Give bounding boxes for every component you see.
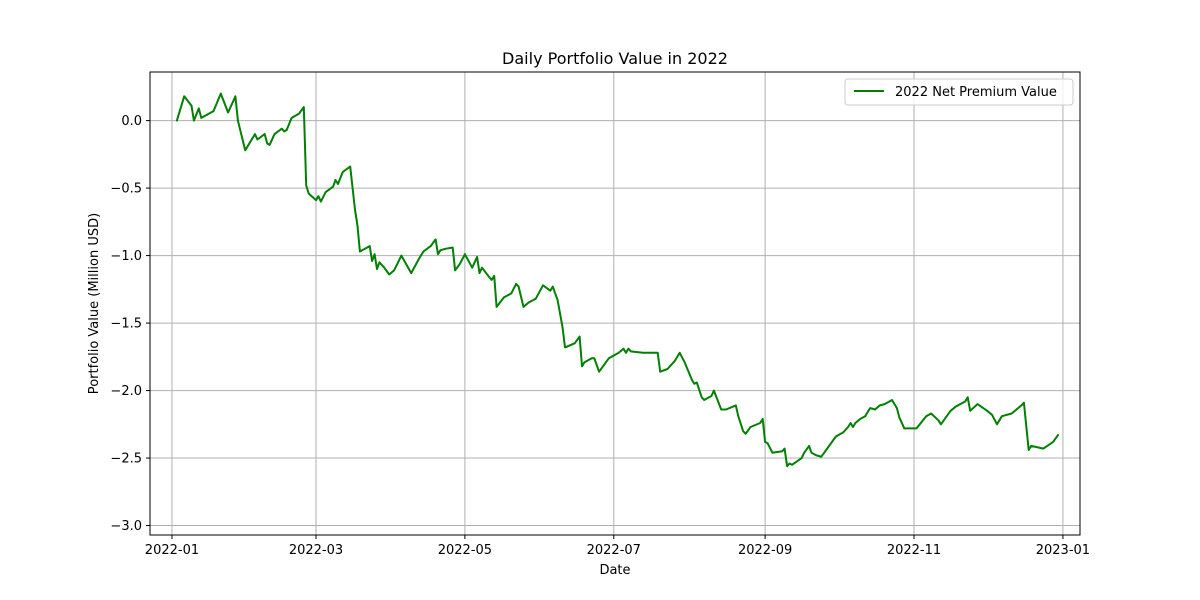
plot-frame — [149, 71, 1081, 536]
x-tick-label: 2022-11 — [887, 543, 941, 558]
y-tick-label: −3.0 — [110, 519, 142, 534]
x-tick-label: 2022-03 — [289, 543, 343, 558]
legend: 2022 Net Premium Value — [844, 78, 1074, 106]
x-tick-label: 2023-01 — [1036, 543, 1090, 558]
legend-box — [844, 78, 1074, 106]
x-tick-label: 2022-05 — [438, 543, 492, 558]
chart-title: Daily Portfolio Value in 2022 — [502, 49, 728, 68]
series-line — [175, 92, 1059, 468]
y-tick-label: 0.0 — [121, 114, 142, 129]
y-tick-label: −1.5 — [110, 317, 142, 332]
y-axis-label: Portfolio Value (Million USD) — [87, 213, 102, 394]
x-axis-label: Date — [599, 563, 630, 578]
y-tick-label: −0.5 — [110, 182, 142, 197]
legend-label: 2022 Net Premium Value — [895, 85, 1057, 100]
x-tick-label: 2022-09 — [738, 543, 792, 558]
y-tick-label: −1.0 — [110, 249, 142, 264]
ticks: 2022-01 2022-03 2022-05 2022-07 2022-09 2022-… — [110, 114, 1090, 558]
y-tick-label: −2.5 — [110, 452, 142, 467]
x-tick-label: 2022-07 — [587, 543, 641, 558]
series-layer — [175, 92, 1059, 468]
y-tick-label: −2.0 — [110, 384, 142, 399]
x-tick-label: 2022-01 — [145, 543, 199, 558]
